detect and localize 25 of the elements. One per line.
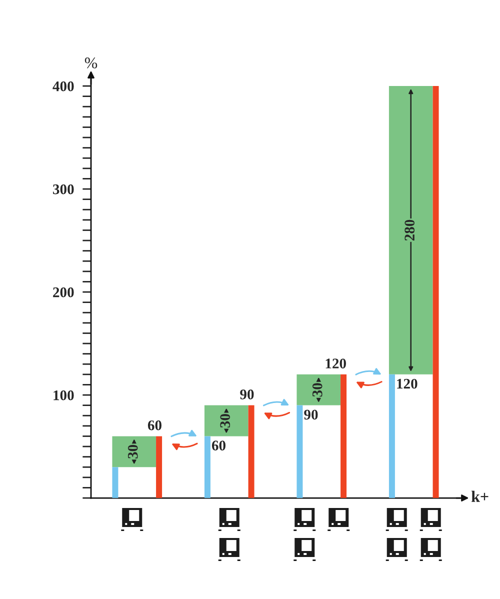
data-label: 90 — [240, 390, 254, 400]
y-tick-label: 200 — [53, 287, 74, 298]
data-label: 60 — [212, 440, 226, 450]
data-label: 30 — [128, 444, 138, 458]
data-label: 90 — [304, 410, 318, 420]
x-axis-title: k+ — [471, 490, 488, 502]
y-axis-title: % — [84, 58, 98, 68]
bar — [204, 436, 210, 498]
bar — [296, 405, 303, 498]
bar — [248, 405, 254, 498]
data-label: 120 — [397, 378, 418, 389]
data-label: 60 — [148, 420, 162, 430]
bar — [432, 86, 439, 498]
y-tick-label: 300 — [53, 184, 74, 194]
data-label: 120 — [326, 358, 346, 368]
bar — [388, 374, 395, 498]
data-label: 30 — [312, 383, 322, 397]
y-tick-label: 400 — [52, 81, 74, 92]
bar — [112, 467, 118, 498]
y-tick-label: 100 — [54, 390, 74, 400]
data-label: 30 — [220, 414, 230, 428]
data-label: 280 — [404, 220, 415, 241]
bar — [340, 374, 347, 498]
bar — [388, 86, 433, 374]
bar — [156, 436, 162, 498]
